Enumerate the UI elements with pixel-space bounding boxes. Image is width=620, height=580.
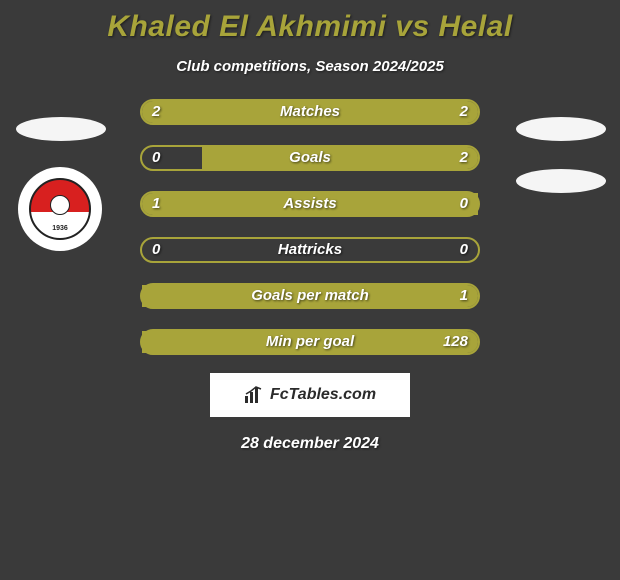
- stat-label: Goals: [142, 147, 478, 169]
- page-title: Khaled El Akhmimi vs Helal: [0, 0, 620, 44]
- stat-label: Assists: [142, 193, 478, 215]
- branding-badge: FcTables.com: [210, 373, 410, 417]
- footer-date: 28 december 2024: [0, 435, 620, 453]
- player-left-avatar: [16, 117, 106, 141]
- stat-bar: 00Hattricks: [140, 237, 480, 263]
- chart-icon: [244, 386, 264, 404]
- stat-bar: 1Goals per match: [140, 283, 480, 309]
- branding-text: FcTables.com: [270, 386, 376, 404]
- player-left-club-badge: 1936: [18, 167, 102, 251]
- stat-bar: 02Goals: [140, 145, 480, 171]
- stat-bar: 128Min per goal: [140, 329, 480, 355]
- stat-label: Matches: [142, 101, 478, 123]
- stat-bar: 10Assists: [140, 191, 480, 217]
- stat-bar: 22Matches: [140, 99, 480, 125]
- club-year-label: 1936: [52, 225, 68, 232]
- page-subtitle: Club competitions, Season 2024/2025: [0, 58, 620, 75]
- stat-label: Min per goal: [142, 331, 478, 353]
- player-right-club-badge: [516, 169, 606, 193]
- stat-label: Hattricks: [142, 239, 478, 261]
- player-right-avatar: [516, 117, 606, 141]
- stats-comparison: 1936 22Matches 02Goals 10Assists 00Hattrick…: [0, 99, 620, 359]
- stat-label: Goals per match: [142, 285, 478, 307]
